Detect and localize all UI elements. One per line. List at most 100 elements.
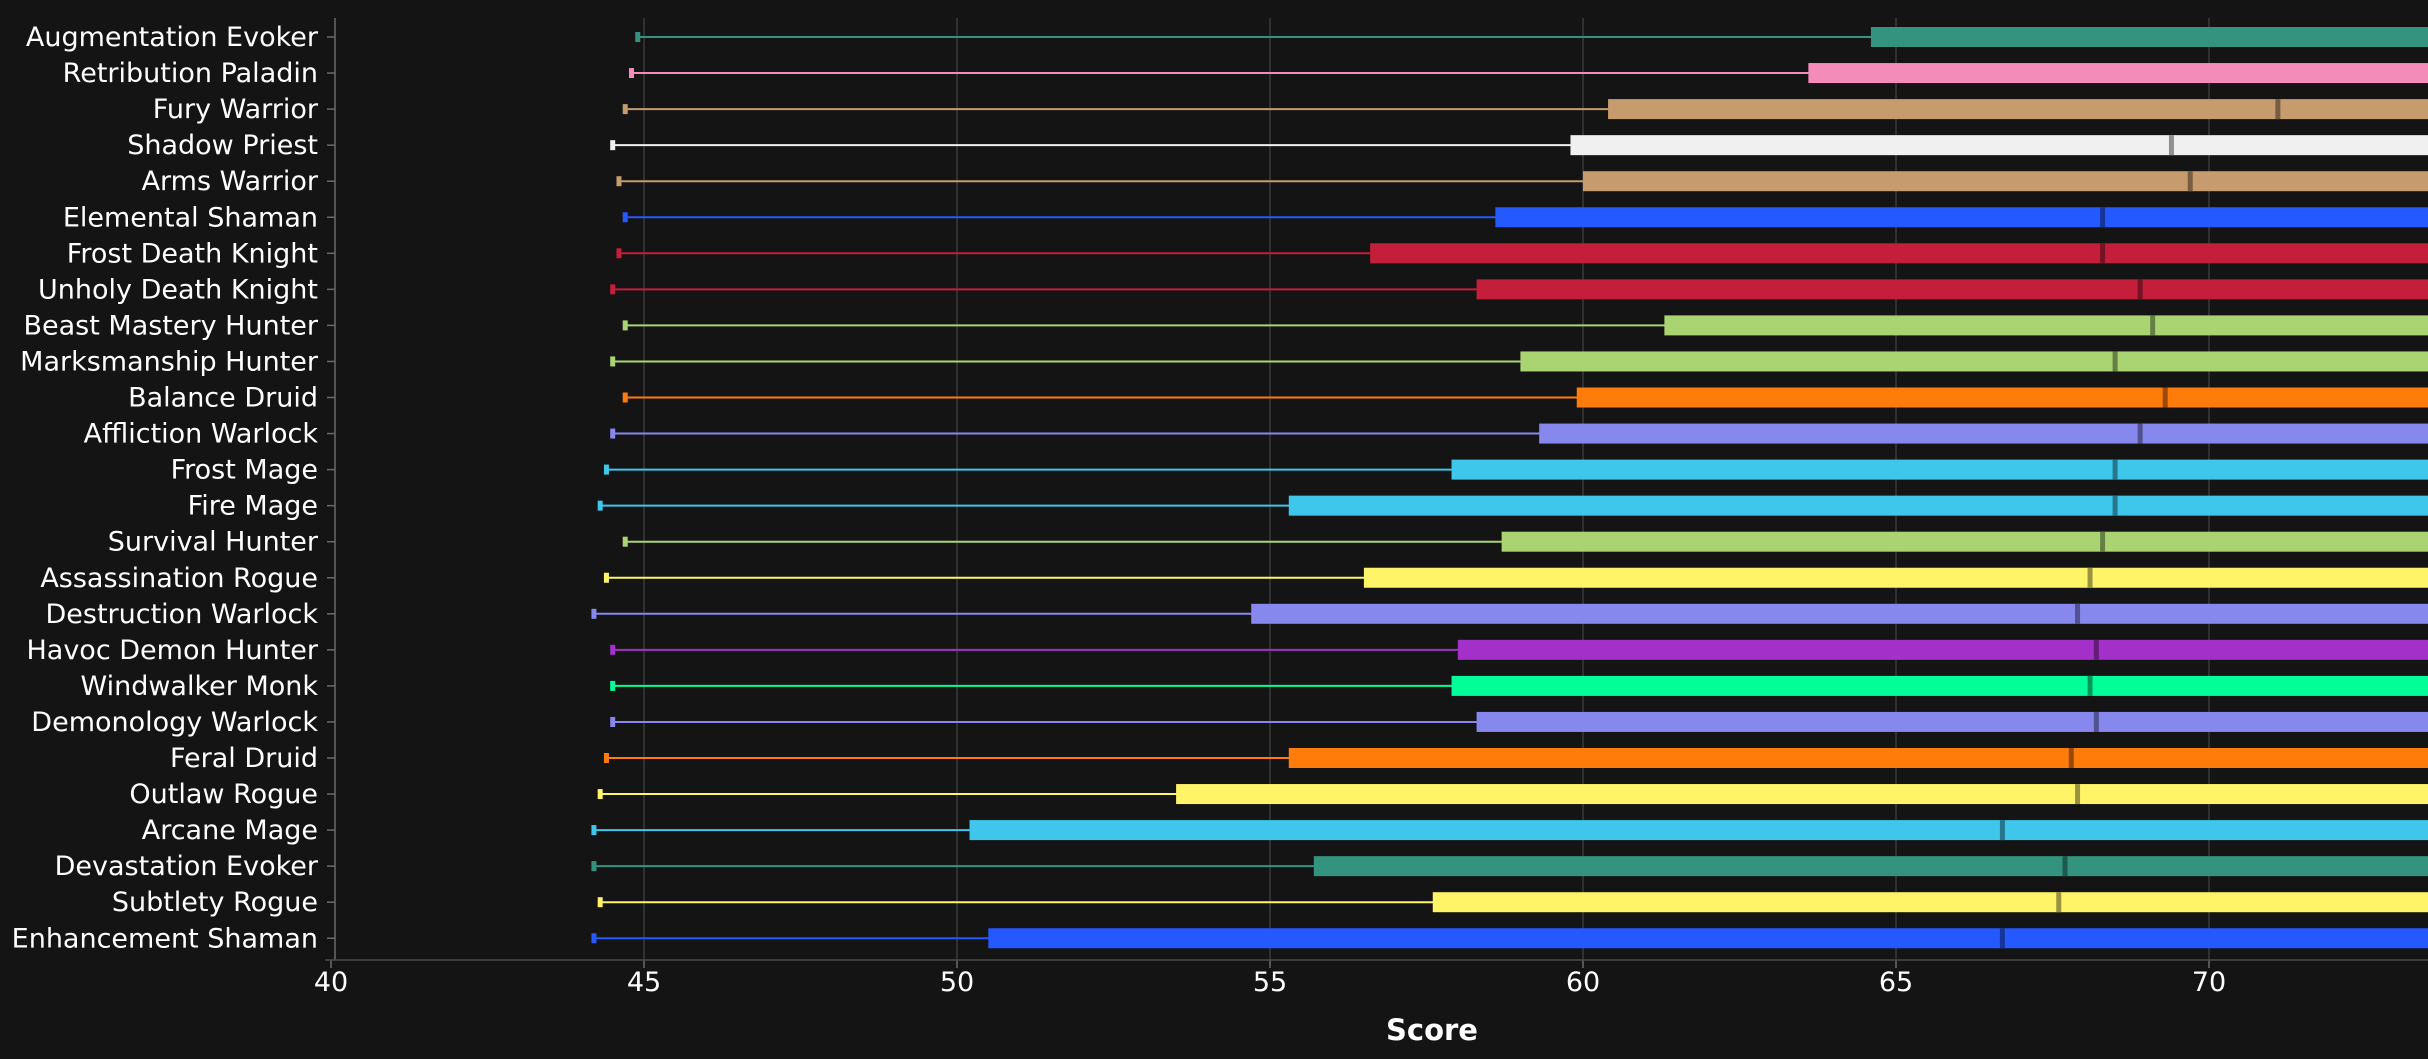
category-label: Shadow Priest [127, 130, 318, 161]
x-tick-label: 70 [2192, 967, 2226, 998]
median-marker [2062, 856, 2068, 877]
whisker-cap-min [610, 644, 616, 655]
box-row: Subtlety Rogue [112, 887, 2428, 918]
iqr-box [1870, 27, 2428, 47]
whisker-cap-min [591, 933, 597, 944]
iqr-box [1176, 784, 2428, 805]
category-label: Enhancement Shaman [12, 923, 318, 954]
box-row: Marksmanship Hunter [20, 346, 2428, 377]
box-row: Arms Warrior [142, 166, 2428, 197]
median-marker [1999, 928, 2005, 949]
iqr-box [1808, 63, 2428, 84]
category-label: Survival Hunter [108, 527, 319, 558]
category-label: Assassination Rogue [40, 563, 318, 594]
whisker-cap-min [610, 716, 616, 727]
whisker-cap-min [622, 104, 628, 115]
whisker-cap-min [610, 680, 616, 691]
category-label: Subtlety Rogue [112, 887, 318, 918]
x-tick-label: 60 [1566, 967, 1600, 998]
box-row: Frost Mage [171, 455, 2428, 486]
iqr-box [1664, 315, 2428, 336]
median-marker [2100, 531, 2106, 552]
grid-lines [643, 18, 2210, 960]
category-label: Demonology Warlock [31, 707, 318, 738]
median-marker [2075, 784, 2081, 805]
whisker-cap-min [603, 572, 609, 583]
category-label: Unholy Death Knight [38, 274, 318, 305]
box-row: Unholy Death Knight [38, 274, 2428, 305]
iqr-box [1539, 423, 2428, 444]
whisker-cap-min [591, 825, 597, 836]
median-marker [2093, 711, 2099, 732]
category-label: Havoc Demon Hunter [26, 635, 318, 666]
whisker-cap-min [622, 392, 628, 403]
iqr-box [1576, 387, 2428, 408]
whisker-cap-min [597, 897, 603, 908]
median-marker [2093, 639, 2099, 660]
iqr-box [1451, 459, 2428, 480]
category-label: Elemental Shaman [63, 202, 318, 233]
iqr-box [969, 820, 2428, 841]
iqr-box [1570, 135, 2428, 156]
category-label: Augmentation Evoker [26, 22, 319, 53]
x-tick-label: 55 [1253, 967, 1287, 998]
box-row: Shadow Priest [127, 130, 2428, 161]
category-label: Arcane Mage [142, 815, 318, 846]
iqr-box [1432, 892, 2428, 913]
category-label: Frost Mage [171, 455, 318, 486]
box-row: Devastation Evoker [55, 851, 2428, 882]
box-row: Feral Druid [170, 743, 2428, 774]
box-row: Outlaw Rogue [129, 779, 2428, 810]
whisker-cap-min [635, 32, 641, 42]
box-row: Balance Druid [128, 383, 2428, 414]
category-label: Windwalker Monk [80, 671, 318, 702]
whisker-cap-min [603, 753, 609, 763]
iqr-box [1495, 207, 2428, 228]
x-tick-label: 40 [314, 967, 348, 998]
category-label: Marksmanship Hunter [20, 346, 319, 377]
median-marker [2187, 171, 2193, 192]
iqr-box [1370, 243, 2428, 264]
category-label: Retribution Paladin [63, 58, 318, 89]
axes: 404550556065707580859095100105 [314, 18, 2428, 998]
median-marker [2056, 892, 2062, 913]
iqr-box [1520, 351, 2428, 372]
box-row: Havoc Demon Hunter [26, 635, 2428, 666]
whisker-cap-min [591, 861, 597, 872]
iqr-box [1457, 639, 2428, 660]
median-marker [2150, 315, 2156, 336]
category-label: Affliction Warlock [84, 419, 319, 450]
iqr-box [1608, 99, 2428, 120]
median-marker [2162, 387, 2168, 408]
iqr-box [1313, 856, 2428, 877]
category-label: Beast Mastery Hunter [23, 310, 318, 341]
median-marker [2068, 748, 2074, 768]
median-marker [2112, 459, 2118, 480]
iqr-box [1288, 748, 2428, 768]
iqr-box [1363, 567, 2428, 588]
median-marker [2112, 495, 2118, 516]
iqr-box [1583, 171, 2428, 192]
box-row: Frost Death Knight [67, 238, 2428, 269]
category-label: Fury Warrior [153, 94, 319, 125]
iqr-box [1251, 603, 2428, 624]
category-label: Outlaw Rogue [129, 779, 318, 810]
category-label: Frost Death Knight [67, 238, 318, 269]
median-marker [2087, 675, 2093, 696]
box-row: Enhancement Shaman [12, 923, 2428, 954]
whisker-cap-min [616, 176, 622, 187]
category-label: Devastation Evoker [55, 851, 319, 882]
median-marker [2087, 567, 2093, 588]
whisker-cap-min [622, 212, 628, 223]
median-marker [1999, 820, 2005, 841]
x-tick-label: 45 [627, 967, 661, 998]
box-row: Survival Hunter [108, 527, 2428, 558]
category-label: Fire Mage [188, 491, 318, 522]
whisker-cap-min [597, 500, 603, 511]
box-row: Demonology Warlock [31, 707, 2428, 738]
category-label: Destruction Warlock [45, 599, 318, 630]
whisker-cap-min [610, 284, 616, 295]
whisker-cap-min [603, 464, 609, 475]
x-axis-title: Score [1386, 1013, 1478, 1047]
whisker-cap-min [610, 140, 616, 151]
